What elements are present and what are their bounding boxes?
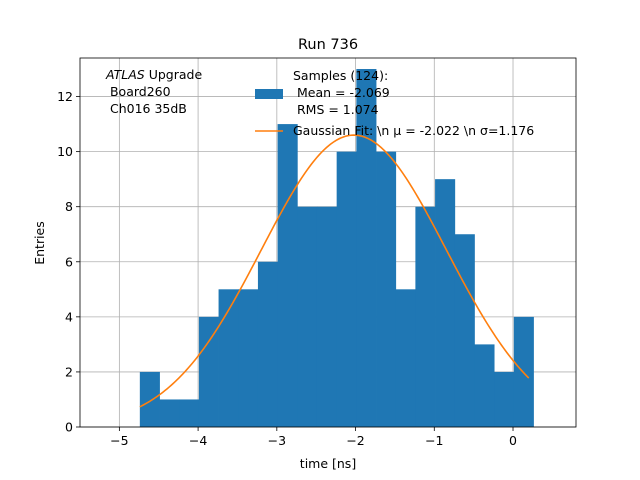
x-tick-label: 0	[509, 433, 517, 448]
histogram-bar	[139, 371, 160, 427]
x-tick-label: −4	[189, 433, 207, 448]
legend-rms-label: RMS = 1.074	[293, 102, 379, 117]
annotation-line-2: Board260	[106, 84, 171, 99]
chart-title: Run 736	[298, 37, 358, 53]
y-tick-label: 4	[65, 309, 73, 324]
y-tick-label: 10	[57, 144, 73, 159]
histogram-bar	[218, 289, 239, 427]
x-tick-label: −3	[268, 433, 286, 448]
histogram-bar	[316, 206, 338, 427]
histogram-bar	[297, 206, 318, 427]
histogram-bar	[415, 206, 436, 427]
atlas-annotation: ATLAS Upgrade Board260 Ch016 35dB	[105, 67, 202, 116]
legend-mean-label: Mean = -2.069	[293, 85, 390, 100]
histogram-bar	[257, 261, 279, 427]
legend-fit-label: Gaussian Fit: \n μ = -2.022 \n σ=1.176	[293, 123, 534, 138]
histogram-bar	[376, 151, 397, 427]
histogram-bar	[435, 179, 456, 427]
histogram-bar	[198, 316, 219, 427]
y-tick-label: 0	[65, 420, 73, 435]
x-tick-label: −1	[425, 433, 443, 448]
y-axis-ticks: 0 2 4 6 8 10 12	[57, 89, 80, 435]
histogram-bar	[159, 399, 180, 427]
x-tick-label: −5	[110, 433, 128, 448]
histogram-bar	[336, 151, 357, 427]
y-tick-label: 6	[65, 254, 73, 269]
histogram-bar	[395, 289, 416, 427]
plot-frame	[79, 57, 577, 428]
legend: Samples (124): Mean = -2.069 RMS = 1.074…	[255, 68, 534, 138]
y-tick-label: 8	[65, 199, 73, 214]
gaussian-fit-curve	[139, 134, 530, 408]
annotation-line-1: ATLAS Upgrade	[105, 67, 202, 82]
histogram-bar	[494, 371, 515, 427]
legend-samples-label: Samples (124):	[293, 68, 388, 83]
y-axis-label: Entries	[32, 221, 47, 265]
y-tick-label: 2	[65, 364, 73, 379]
x-axis-ticks: −5 −4 −3 −2 −1 0	[110, 427, 517, 448]
histogram-bar	[238, 289, 259, 427]
histogram-bar	[474, 344, 495, 427]
annotation-upgrade: Upgrade	[145, 67, 203, 82]
annotation-line-3: Ch016 35dB	[106, 101, 187, 116]
y-tick-label: 12	[57, 89, 73, 104]
x-tick-label: −2	[346, 433, 364, 448]
legend-histogram-swatch	[255, 89, 283, 99]
histogram-bar	[356, 69, 377, 427]
histogram-bar	[277, 124, 298, 428]
x-axis-label: time [ns]	[300, 456, 356, 471]
histogram-bar	[179, 399, 200, 427]
histogram-bars	[139, 69, 534, 428]
histogram-bar	[454, 234, 475, 427]
annotation-atlas: ATLAS	[105, 67, 145, 82]
